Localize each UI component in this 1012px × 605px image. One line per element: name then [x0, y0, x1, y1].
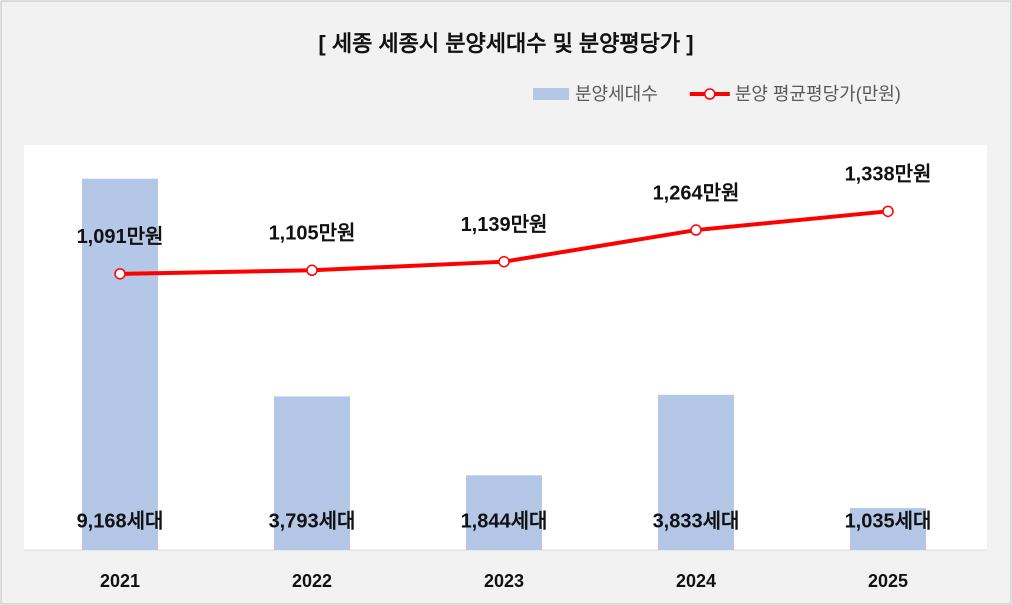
x-tick-label: 2022	[292, 571, 332, 591]
line-marker	[690, 224, 702, 236]
x-tick-label: 2024	[676, 571, 716, 591]
line-marker	[306, 264, 318, 277]
x-tick-label: 2025	[868, 571, 908, 591]
bar	[466, 475, 542, 550]
line-marker	[498, 255, 510, 268]
x-tick-label: 2023	[484, 571, 524, 591]
bar	[658, 394, 734, 550]
bar	[274, 396, 350, 550]
line-marker	[882, 205, 894, 218]
bar-value-label: 3,833세대	[653, 509, 740, 532]
line-value-label: 1,264만원	[653, 181, 740, 204]
legend-swatch	[533, 88, 569, 100]
legend-label: 분양세대수	[575, 84, 658, 104]
legend-marker	[704, 88, 716, 100]
chart-title: [ 세종 세종시 분양세대수 및 분양평당가 ]	[318, 31, 693, 56]
legend-label: 분양 평균평당가(만원)	[735, 84, 901, 104]
line-value-label: 1,105만원	[269, 222, 356, 245]
line-value-label: 1,338만원	[845, 163, 932, 186]
bar-value-label: 1,844세대	[461, 509, 548, 532]
bar-value-label: 1,035세대	[845, 509, 932, 532]
line-value-label: 1,139만원	[461, 213, 548, 236]
bar-value-label: 3,793세대	[269, 509, 356, 532]
bar	[850, 508, 926, 550]
x-tick-label: 2021	[100, 571, 140, 591]
line-marker	[114, 268, 126, 280]
line-value-label: 1,091만원	[77, 225, 164, 248]
bar-value-label: 9,168세대	[77, 509, 164, 532]
bar	[82, 178, 158, 551]
